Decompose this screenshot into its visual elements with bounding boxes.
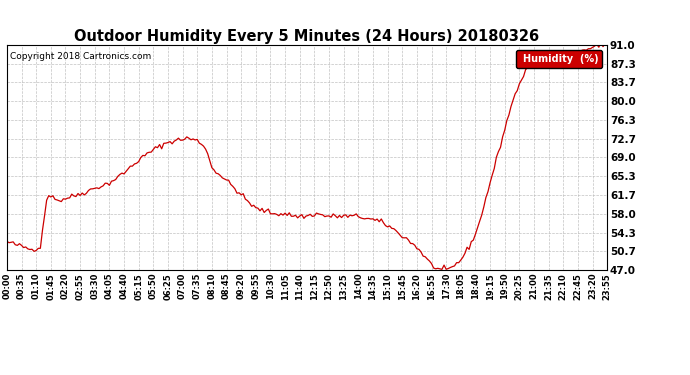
Legend: Humidity  (%): Humidity (%) <box>516 50 602 68</box>
Text: Copyright 2018 Cartronics.com: Copyright 2018 Cartronics.com <box>10 52 151 61</box>
Title: Outdoor Humidity Every 5 Minutes (24 Hours) 20180326: Outdoor Humidity Every 5 Minutes (24 Hou… <box>75 29 540 44</box>
